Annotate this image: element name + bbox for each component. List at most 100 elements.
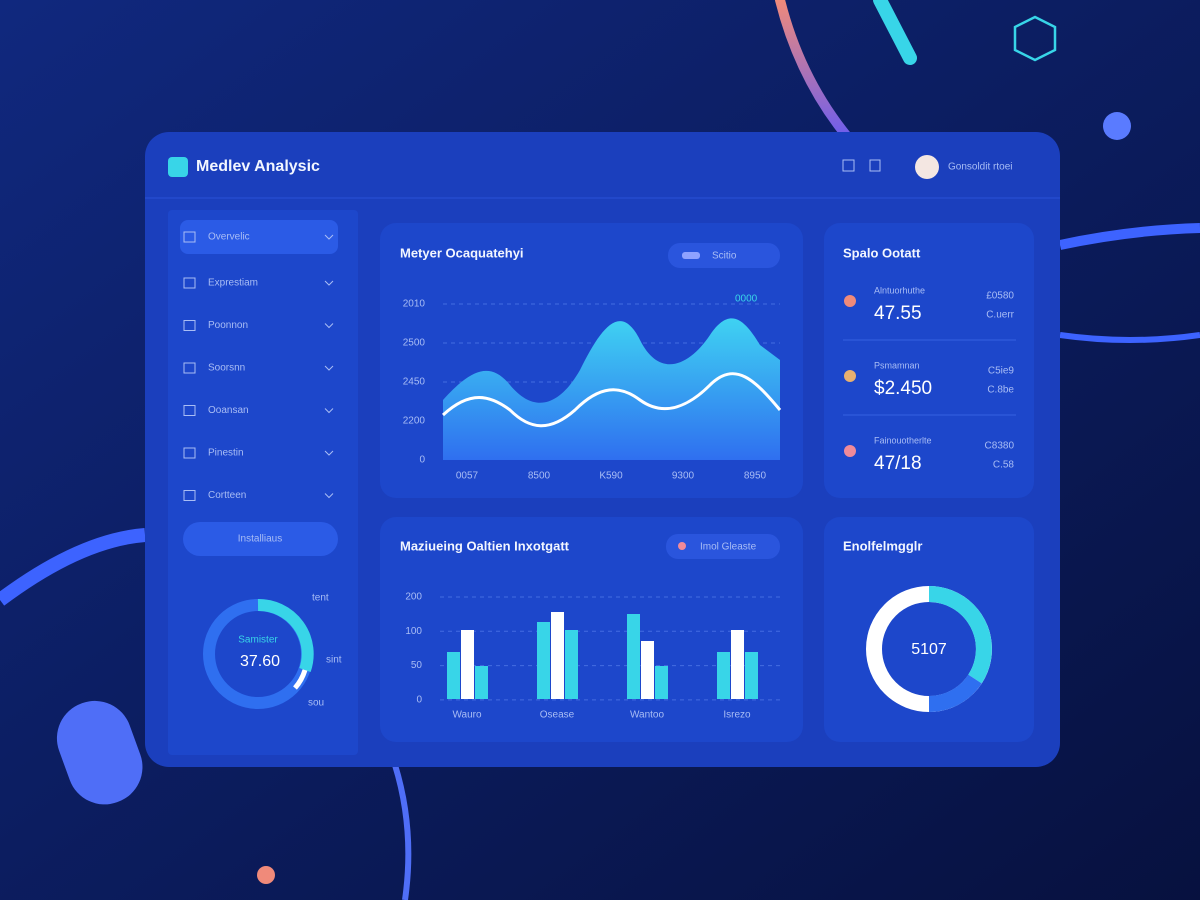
y-label: 2500 [403,338,426,349]
gauge-mark: tent [312,593,329,604]
user-name[interactable]: Gonsoldit rtoei [948,162,1012,173]
nav-icon [183,320,196,331]
stat-dot [844,445,856,457]
donut-value: 5107 [911,641,947,658]
decor-arc [1059,332,1200,343]
x-label: K590 [599,471,623,482]
panel-title: Spalo Ootatt [843,245,921,260]
y-label: 0 [419,455,425,466]
stat-label: Alntuorhuthe [874,285,925,295]
y-label: 2010 [403,299,426,310]
nav-label[interactable]: Overvelic [208,232,250,243]
nav-chevron[interactable] [324,323,334,329]
gauge-arc [257,598,314,672]
bar-chart: 200 100 50 0 Wauro Osease Wantoo Isrezo [405,592,780,721]
nav-icon [183,231,196,243]
sidebar-button[interactable] [183,522,338,556]
nav-label[interactable]: Cortteen [208,490,246,501]
stat-label: Fainouotherlte [874,435,932,445]
nav-icon [183,405,196,416]
nav-chevron[interactable] [324,493,334,499]
y-label: 2200 [403,416,426,427]
stat-side: £0580 [986,291,1014,302]
nav-icon [183,447,196,459]
bar-shape [731,630,744,699]
nav-chevron[interactable] [324,365,334,371]
nav-icon [183,490,196,501]
x-label: 9300 [672,471,695,482]
nav-chevron[interactable] [324,450,334,456]
nav-chevron[interactable] [324,408,334,414]
bar-shape [627,614,640,699]
decor-arc [392,764,412,900]
donut-panel [824,517,1034,742]
bar-shape [551,612,564,699]
pill[interactable] [668,243,780,268]
decor-pill [56,700,143,805]
stat-label: Psmamnan [874,360,920,370]
nav-label[interactable]: Exprestiam [208,278,258,289]
y-label: 50 [411,660,423,671]
button-label[interactable]: Installiaus [238,534,282,545]
nav-chevron[interactable] [324,234,334,240]
pill-dot [678,542,686,550]
x-label: Isrezo [723,710,751,721]
pill-swatch [682,252,700,259]
gauge-arc [293,669,308,690]
gauge-value: 37.60 [240,653,280,670]
bar-shape [655,666,668,699]
icon[interactable] [842,159,855,172]
stat-dot [844,370,856,382]
decor-arc [1058,223,1200,250]
stat-side: C5ie9 [988,366,1015,377]
stat-side: C.58 [993,460,1015,471]
nav-label[interactable]: Ooansan [208,405,249,416]
nav-icon [183,277,196,289]
panel-title: Enolfelmgglr [843,538,922,553]
pill-label[interactable]: Scitio [712,251,737,262]
panel-title: Maziueing Oaltien Inxotgatt [400,538,570,553]
nav-label[interactable]: Soorsnn [208,363,245,374]
sidebar [168,210,358,755]
gauge-mark: sou [308,698,324,709]
bar-shape [565,630,578,699]
stat-side: C8380 [985,441,1015,452]
donut-segment [928,586,992,684]
bar-shape [641,641,654,699]
x-label: 0057 [456,471,479,482]
x-label: 8950 [744,471,767,482]
y-label: 200 [405,592,422,603]
x-label: Wauro [452,710,482,721]
decor-dot [257,866,275,884]
nav-active[interactable] [180,220,338,254]
decor-arc [775,0,855,145]
stats-panel [824,223,1034,498]
y-label: 2450 [403,377,426,388]
stat-dot [844,295,856,307]
avatar[interactable] [915,155,939,179]
nav-icon [183,362,196,374]
nav-chevron[interactable] [324,280,334,286]
legend: 0000 [735,294,758,305]
pill[interactable] [666,534,780,559]
x-label: Osease [540,710,575,721]
bar-shape [745,652,758,699]
decor-hex [1013,15,1057,62]
x-labels: 0057 8500 K590 9300 8950 [456,471,767,482]
nav-label[interactable]: Pinestin [208,448,244,459]
area-line [441,372,782,428]
pill-label[interactable]: Imol Gleaste [700,542,757,553]
y-label: 100 [405,626,422,637]
sidebar-items: Overvelic Exprestiam Poonnon Soorsnn Ooansan… [180,220,338,501]
stat-value: 47/18 [874,453,922,474]
logo [168,157,188,177]
stat-value: $2.450 [874,378,932,399]
decor-bar [873,0,917,65]
bar-shape [537,622,550,699]
icon[interactable] [869,159,881,172]
decor-arc [0,528,146,606]
nav-label[interactable]: Poonnon [208,320,248,331]
bar-shape [717,652,730,699]
x-label: Wantoo [630,710,665,721]
